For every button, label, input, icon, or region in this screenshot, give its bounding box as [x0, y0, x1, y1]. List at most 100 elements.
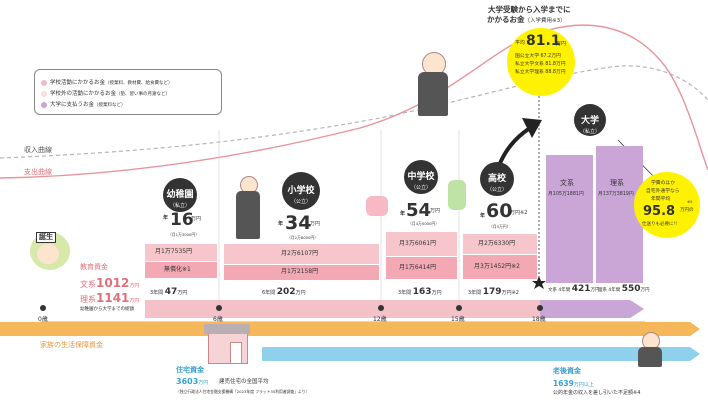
retirement-desc: 公的年金の収入を差し引いた不足額※4 [553, 390, 641, 396]
parent-young-body [236, 191, 260, 239]
education-arrow-univ [540, 300, 644, 318]
elementary-badge: 小学校 （公立） [282, 172, 320, 210]
high-school-monthly1: 月2万6330円 [478, 240, 516, 247]
birth-label: 誕生 [36, 232, 56, 243]
education-arrow [145, 300, 644, 318]
junior-high-year-label: 年 [400, 211, 406, 217]
elder-body [638, 347, 662, 367]
expense-curve-label: 支出曲線 [24, 168, 52, 176]
university-rikei-monthly: 月137万3819円 [598, 192, 634, 197]
growth-arrow-head [522, 118, 542, 138]
exam-avg-value: 81.1 [526, 33, 561, 49]
education-note: 幼稚園から大学までの総額 [80, 307, 134, 312]
exam-row1: 国公立大学 67.2万円 [515, 54, 561, 59]
legend-item-outside: 学校外の活動にかかるお金（塾、習い事の月謝など） [41, 89, 170, 97]
kindergarten-year-label: 年 [163, 215, 169, 221]
age-15: 15歳 [451, 316, 465, 323]
junior-high-subtotal: （月4万5000円） [408, 221, 440, 226]
high-school-total: 3年間 179万円※2 [468, 287, 519, 297]
high-school-subtotal: （月5万円） [489, 224, 511, 229]
elementary-monthly1: 月2万6107円 [281, 250, 319, 257]
kindergarten-badge: 幼稚園 （私立） [163, 178, 197, 212]
house-illustration [208, 332, 248, 364]
living-value: 95.8 [643, 204, 676, 219]
exam-star [532, 276, 546, 289]
retirement-title: 老後資金 [553, 367, 581, 375]
junior-high-badge: 中学校 （公立） [404, 160, 438, 194]
junior-high-unit: 万円 [430, 208, 441, 214]
university-rikei-total: 理系 4年間 550万円 [598, 284, 650, 294]
kindergarten-value: 16 [170, 210, 194, 230]
living-note3: 年間平均 [651, 197, 671, 202]
child-illustration [366, 196, 388, 216]
living-note2: 自宅外通学なら [646, 189, 680, 194]
baby-face [37, 244, 59, 264]
university-bunkei-total: 文系 4年間 421万円 [548, 284, 600, 294]
education-rikei: 理系1141万円 [80, 291, 140, 305]
kindergarten-unit: 万円 [191, 216, 202, 222]
housing-value: 3603万円 [176, 377, 209, 386]
expense-curve [0, 24, 708, 179]
parent-illustration-body [418, 72, 448, 116]
elementary-subtotal: （月2万8000円） [287, 235, 319, 240]
age-18: 18歳 [532, 316, 546, 323]
housing-desc: 建売住宅の全国平均 [219, 379, 269, 385]
family-fund-label: 家族の生活保障資金 [40, 341, 103, 349]
family-arrow [0, 322, 700, 336]
kindergarten-total: 3年間 47万円 [150, 287, 188, 297]
house-roof [204, 324, 250, 334]
legend-item-school: 学校活動にかかるお金（授業料、教材費、給食費など） [41, 78, 173, 86]
junior-high-monthly2: 月1万6414円 [399, 264, 437, 271]
living-note4: 仕送りも必要に!! [642, 222, 678, 227]
university-badge: 大学 （私立） [574, 104, 606, 136]
elementary-value: 34 [285, 212, 312, 234]
title-line1: 大学受験から入学までに [488, 5, 571, 14]
elementary-unit: 万円 [310, 221, 321, 227]
elementary-total: 6年間 202万円 [262, 287, 306, 297]
high-school-unit: 万円※2 [510, 210, 528, 216]
living-unit: 万円の [680, 208, 694, 213]
kindergarten-monthly: 月1万7535円 [155, 248, 193, 255]
exam-avg-unit: 万円 [556, 41, 567, 47]
legend-item-university: 大学に支払うお金（授業料など） [41, 100, 126, 108]
high-school-badge: 高校 （公立） [480, 162, 514, 196]
high-school-monthly2: 月3万1452円※2 [474, 263, 520, 270]
high-school-value: 60 [486, 200, 513, 222]
exam-avg-label: 平均 [515, 40, 526, 46]
living-allowance-bubble [634, 172, 700, 238]
income-curve-label: 収入曲線 [24, 146, 52, 154]
growth-arrow [496, 126, 532, 169]
education-title: 教育資金 [80, 263, 108, 271]
exam-cost-bubble [507, 28, 575, 96]
teen-illustration [448, 180, 466, 210]
university-bunkei-monthly: 月105万1881円 [548, 192, 584, 197]
exam-row3: 私立大学理系 88.8万円 [515, 70, 566, 75]
high-school-year-label: 年 [480, 213, 486, 219]
housing-source: （独立行政法人住宅金融支援機構「2023年度 フラット35利用者調査」より） [176, 389, 310, 394]
university-bunkei-column [546, 155, 593, 283]
age-12: 12歳 [373, 316, 387, 323]
housing-arrow [262, 347, 700, 361]
age-0: 0歳 [38, 316, 48, 323]
retirement-value: 1639万円以上 [553, 379, 594, 388]
title-line2: かかるお金（入学費用※3） [487, 15, 566, 24]
junior-high-monthly1: 月3万6061円 [399, 240, 437, 247]
exam-row2: 私立大学文系 81.8万円 [515, 62, 566, 67]
university-bunkei-label: 文系 [560, 179, 574, 187]
elementary-year-label: 年 [278, 221, 284, 227]
junior-high-value: 54 [406, 200, 432, 221]
university-rikei-label: 理系 [610, 179, 624, 187]
kindergarten-free: 無償化※1 [164, 266, 191, 273]
education-bunkei: 文系1012万円 [80, 276, 140, 290]
living-foot: ※5 [687, 199, 693, 204]
elementary-monthly2: 月1万2158円 [281, 268, 319, 275]
legend: 学校活動にかかるお金（授業料、教材費、給食費など） 学校外の活動にかかるお金（塾… [34, 69, 222, 115]
age-6: 6歳 [213, 316, 223, 323]
junior-high-total: 3年間 163万円 [398, 287, 442, 297]
housing-title: 住宅資金 [176, 366, 204, 374]
living-note1: 学費のほか [651, 181, 675, 186]
kindergarten-subtotal: （月1万3000円） [168, 232, 200, 237]
house-door [230, 342, 242, 364]
